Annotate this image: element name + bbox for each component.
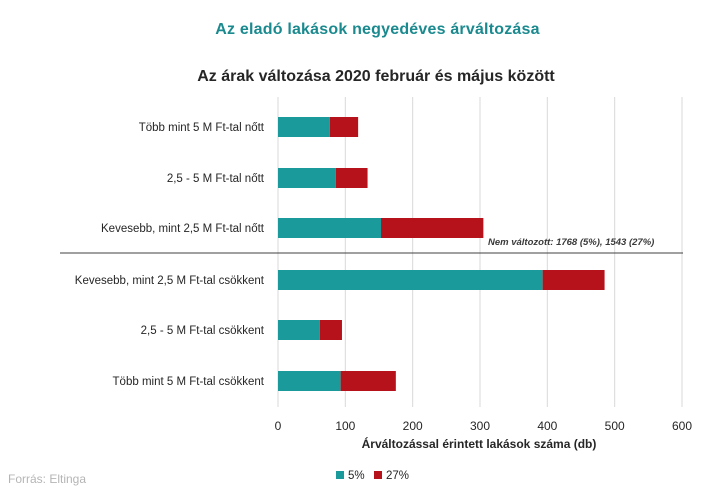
chart-title: Az árak változása 2020 február és május …: [197, 68, 555, 85]
bar-segment-5pct: [278, 320, 320, 340]
legend-swatch-5: [336, 471, 344, 479]
annotation-unchanged: Nem változott: 1768 (5%), 1543 (27%): [488, 237, 654, 248]
bar-segment-27pct: [542, 270, 605, 290]
bar-segment-27pct: [335, 168, 368, 188]
category-labels: Több mint 5 M Ft-tal nőtt 2,5 - 5 M Ft-ta…: [75, 122, 265, 388]
category-label: Kevesebb, mint 2,5 M Ft-tal csökkent: [75, 275, 265, 287]
x-axis-title: Árváltozással érintett lakások száma (db…: [362, 436, 597, 451]
category-label: Több mint 5 M Ft-tal csökkent: [113, 376, 265, 388]
legend-label-27: 27%: [386, 470, 409, 482]
page-title: Az eladó lakások negyedéves árváltozása: [215, 21, 540, 38]
x-tick-label: 500: [605, 419, 625, 433]
x-tick-label: 0: [275, 419, 282, 433]
bar-segment-27pct: [381, 218, 484, 238]
source-note: Forrás: Eltinga: [8, 472, 87, 486]
bar-segment-27pct: [319, 320, 342, 340]
tick-labels: 0 100 200 300 400 500 600: [275, 419, 693, 433]
x-tick-label: 100: [335, 419, 355, 433]
bar-segment-5pct: [278, 218, 382, 238]
bar-segment-5pct: [278, 371, 341, 391]
gridlines: [277, 97, 683, 407]
category-label: Kevesebb, mint 2,5 M Ft-tal nőtt: [101, 223, 265, 235]
x-tick-label: 400: [537, 419, 557, 433]
legend-swatch-27: [374, 471, 382, 479]
x-tick-label: 600: [672, 419, 692, 433]
x-tick-label: 200: [403, 419, 423, 433]
category-label: 2,5 - 5 M Ft-tal csökkent: [141, 325, 265, 337]
x-tick-label: 300: [470, 419, 490, 433]
legend: 5% 27%: [336, 470, 409, 482]
category-label: Több mint 5 M Ft-tal nőtt: [139, 122, 265, 134]
category-label: 2,5 - 5 M Ft-tal nőtt: [167, 173, 265, 185]
legend-label-5: 5%: [348, 470, 365, 482]
bar-segment-27pct: [340, 371, 396, 391]
bars: [278, 117, 605, 391]
bar-segment-5pct: [278, 270, 543, 290]
bar-segment-27pct: [329, 117, 359, 137]
bar-segment-5pct: [278, 168, 336, 188]
bar-segment-5pct: [278, 117, 330, 137]
